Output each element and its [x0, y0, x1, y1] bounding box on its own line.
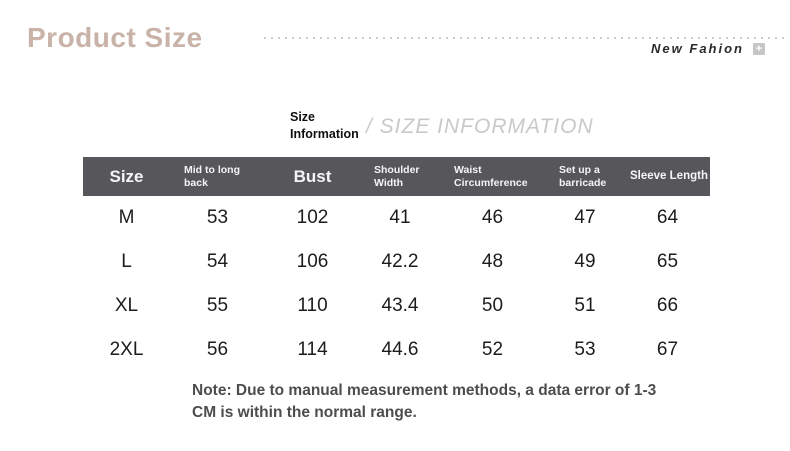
measurement-value-cell: 48 — [481, 251, 504, 272]
measurement-value-cell: 64 — [656, 207, 679, 228]
size-label-cell: XL — [114, 295, 139, 316]
measurement-value-cell: 114 — [297, 339, 328, 360]
measurement-value-cell: 65 — [656, 251, 679, 272]
measurement-value-cell: 56 — [206, 339, 229, 360]
size-label-cell: L — [121, 251, 132, 272]
measurement-value-cell: 50 — [481, 295, 504, 316]
measurement-value-cell: 54 — [206, 251, 229, 272]
size-label-cell: M — [118, 207, 135, 228]
column-header-bust: Bust — [293, 167, 332, 186]
column-header-mid-to-long-back: Mid to long back — [184, 163, 240, 189]
measurement-value-cell: 53 — [574, 339, 596, 360]
measurement-note: Note: Due to manual measurement methods,… — [192, 382, 657, 421]
measurement-value-cell: 41 — [389, 207, 411, 228]
section-heading-line2: Information — [290, 126, 359, 141]
table-header-row: Size Mid to long back Bust Shoulder Width Wa… — [83, 157, 710, 196]
measurement-value-cell: 52 — [481, 339, 504, 360]
column-header-waist-circumference: Waist Circumference — [454, 163, 528, 189]
measurement-value-cell: 46 — [481, 207, 504, 228]
measurement-value-cell: 53 — [206, 207, 229, 228]
section-heading-watermark: / SIZE INFORMATION — [366, 115, 594, 138]
measurement-value-cell: 51 — [574, 295, 596, 316]
brand-badge: New Fahion + — [651, 41, 765, 56]
table-row-m: M 53 102 41 46 47 64 — [83, 196, 710, 240]
table-row-l: L 54 106 42.2 48 49 65 — [83, 240, 710, 284]
measurement-value-cell: 66 — [656, 295, 679, 316]
measurement-value-cell: 42.2 — [381, 251, 419, 272]
section-heading: Size Information — [290, 109, 359, 142]
measurement-value-cell: 47 — [574, 207, 596, 228]
brand-name: New Fahion — [651, 41, 744, 56]
plus-icon: + — [753, 42, 765, 55]
measurement-value-cell: 43.4 — [381, 295, 419, 316]
page-title: Product Size — [27, 22, 203, 53]
column-header-size: Size — [109, 167, 144, 186]
measurement-value-cell: 110 — [297, 295, 328, 316]
column-header-set-up-a-barricade: Set up a barricade — [559, 163, 607, 189]
column-header-sleeve-length: Sleeve Length — [630, 170, 708, 182]
dotted-divider — [264, 37, 787, 39]
measurement-value-cell: 55 — [206, 295, 229, 316]
size-label-cell: 2XL — [109, 339, 144, 360]
measurement-value-cell: 67 — [656, 339, 679, 360]
table-row-xl: XL 55 110 43.4 50 51 66 — [83, 284, 710, 328]
size-table: Size Mid to long back Bust Shoulder Width Wa… — [83, 157, 710, 372]
section-heading-line1: Size — [290, 110, 316, 124]
measurement-value-cell: 106 — [296, 251, 329, 272]
column-header-shoulder-width: Shoulder Width — [374, 163, 420, 189]
measurement-value-cell: 102 — [296, 207, 329, 228]
measurement-value-cell: 44.6 — [381, 339, 419, 360]
table-row-2xl: 2XL 56 114 44.6 52 53 67 — [83, 328, 710, 372]
measurement-value-cell: 49 — [574, 251, 596, 272]
table-body: M 53 102 41 46 47 64 L 54 106 42.2 48 49 65 XL 55 110 43.… — [83, 196, 710, 372]
